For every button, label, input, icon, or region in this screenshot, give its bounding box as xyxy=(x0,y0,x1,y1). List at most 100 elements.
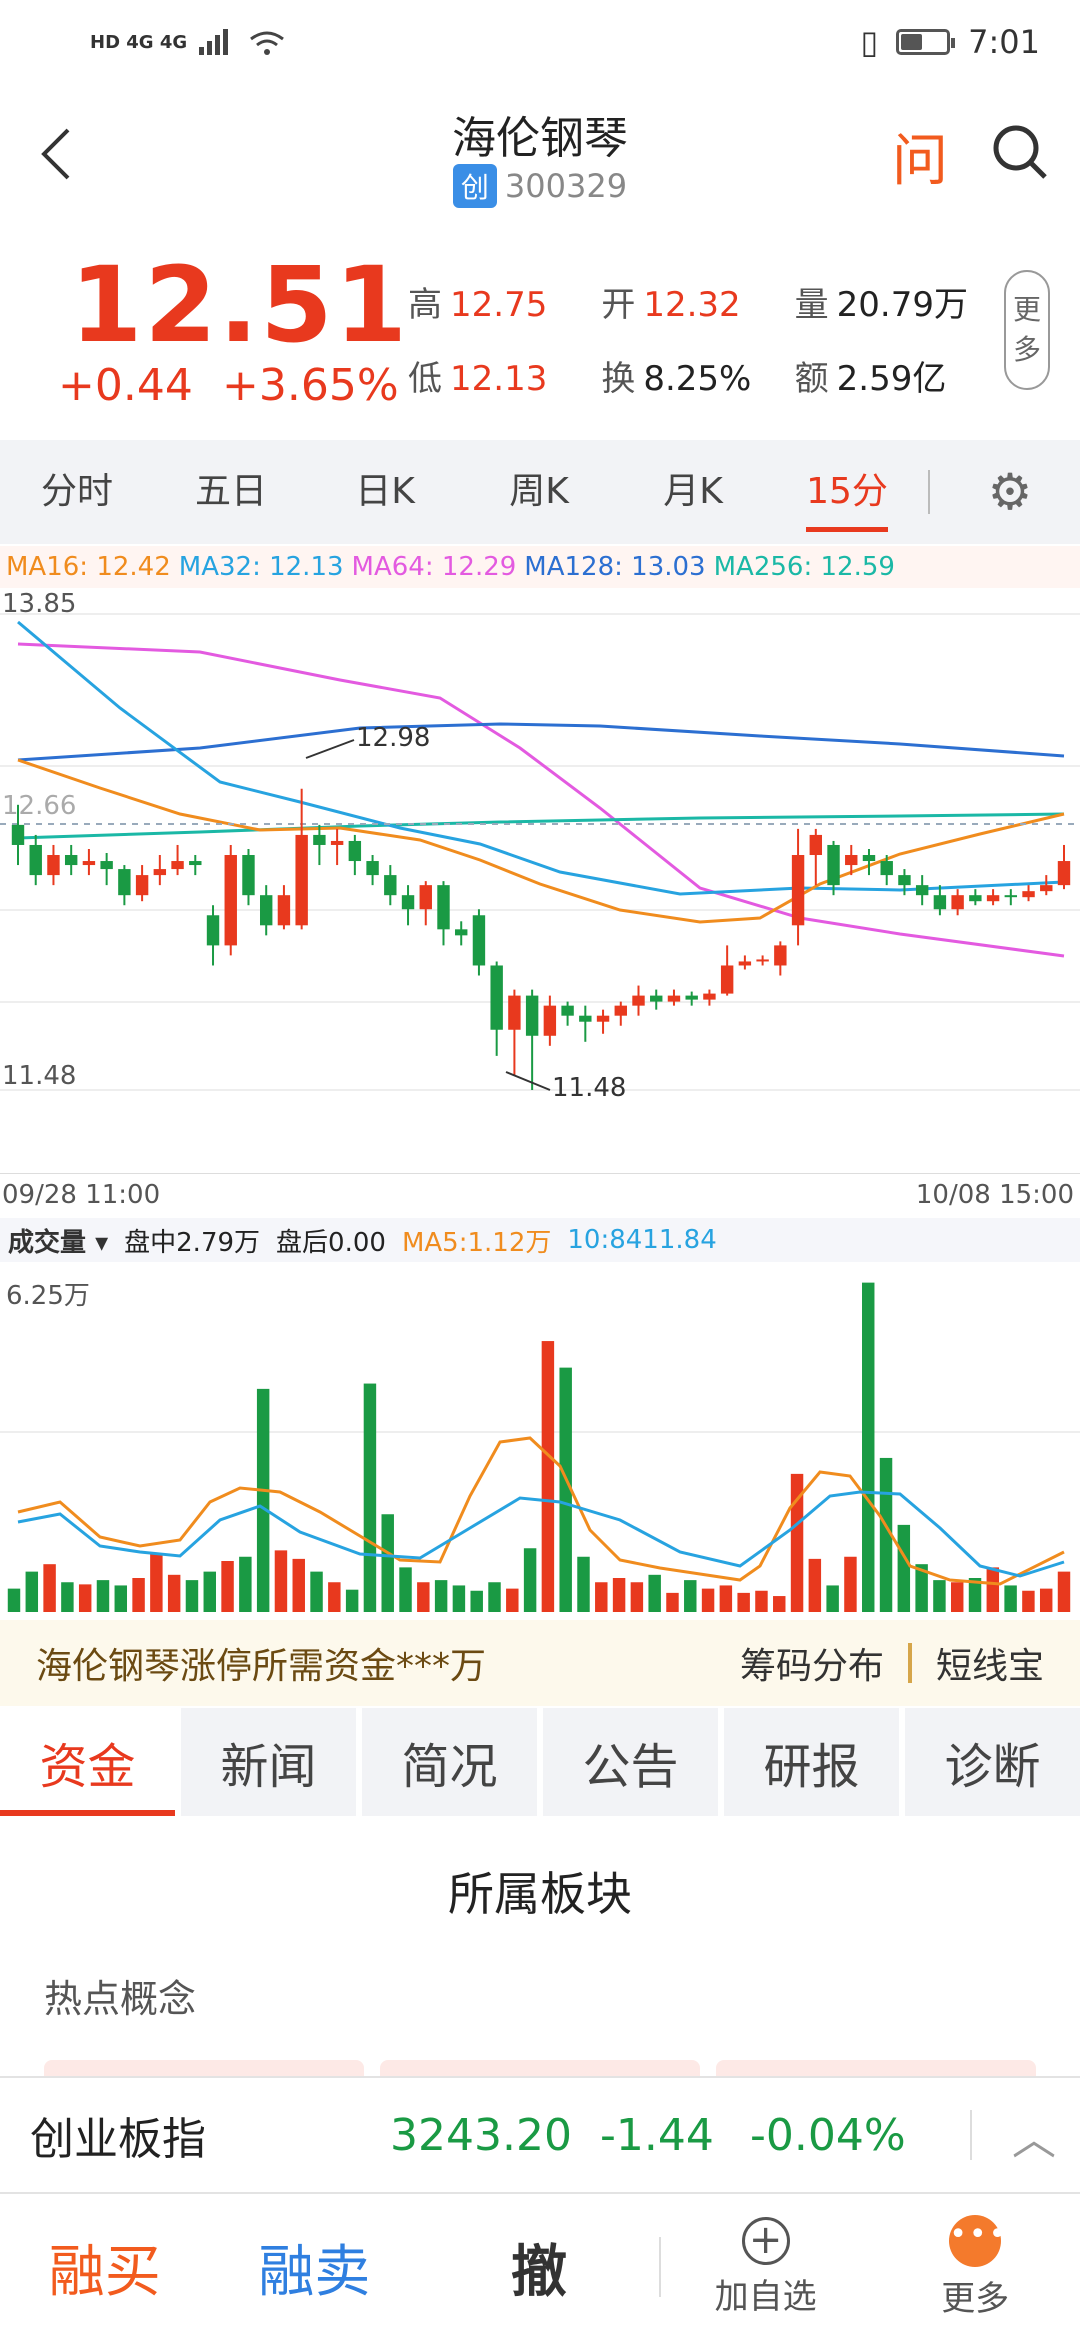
stock-code: 300329 xyxy=(504,167,628,205)
volume-bar xyxy=(773,1596,786,1612)
volume-bar xyxy=(345,1589,359,1612)
amount-cell: 额 2.59亿 xyxy=(794,358,947,399)
volume-bar xyxy=(897,1524,911,1612)
tab-intraday[interactable]: 分时 xyxy=(40,471,113,512)
volume-bar xyxy=(968,1578,982,1612)
candlestick-chart[interactable]: 13.85 12.66 11.48 12.98 11.48 xyxy=(0,588,1080,1174)
ma-legend: MA16: 12.42 MA32: 12.13 MA64: 12.29 MA12… xyxy=(0,546,1080,588)
limit-up-banner[interactable]: 海伦钢琴涨停所需资金***万 筹码分布 短线宝 xyxy=(0,1620,1080,1706)
volume-bar xyxy=(150,1553,163,1612)
volume-bar xyxy=(1039,1588,1053,1612)
tab-announcements[interactable]: 公告 xyxy=(543,1708,718,1816)
candle-body xyxy=(259,895,273,926)
info-tabs: 资金 新闻 简况 公告 研报 诊断 xyxy=(0,1708,1080,1816)
plus-circle-icon: + xyxy=(741,2216,790,2265)
volume-bar xyxy=(470,1590,483,1612)
candle-body xyxy=(862,855,876,862)
ask-button[interactable]: 问 xyxy=(892,129,948,194)
volume-bar xyxy=(221,1561,234,1612)
chart-settings-button[interactable]: ⚙ xyxy=(970,463,1050,521)
volume-bar xyxy=(915,1564,928,1612)
x-axis-end: 10/08 15:00 xyxy=(915,1180,1074,1210)
candle-body xyxy=(809,834,823,856)
volume-bar xyxy=(114,1585,128,1612)
candle-body xyxy=(64,855,78,866)
candle-body xyxy=(189,861,202,866)
candle-body xyxy=(47,855,60,876)
candle-body xyxy=(118,869,131,896)
more-dots-icon: ••• xyxy=(949,2214,1006,2267)
tab-weekly[interactable]: 周K xyxy=(509,471,569,512)
tab-profile[interactable]: 简况 xyxy=(362,1708,537,1816)
tab-diagnosis[interactable]: 诊断 xyxy=(905,1708,1080,1816)
candle-body xyxy=(738,961,752,966)
candle-body xyxy=(29,844,42,876)
tab-daily[interactable]: 日K xyxy=(355,471,415,512)
volume-indicator-select[interactable]: 成交量 ▾ xyxy=(8,1227,109,1258)
cancel-order-button[interactable]: 撤 xyxy=(511,2239,567,2305)
volume-bar xyxy=(78,1584,92,1612)
concept-card[interactable] xyxy=(380,2060,700,2076)
index-ticker[interactable]: 创业板指 3243.20 -1.44 -0.04% ︿ xyxy=(0,2076,1080,2192)
concept-cards xyxy=(44,2060,1036,2076)
margin-sell-button[interactable]: 融卖 xyxy=(258,2239,371,2305)
candle-body xyxy=(224,855,237,946)
candle-body xyxy=(384,875,397,896)
ma64-line xyxy=(17,642,1065,958)
add-watchlist-button[interactable]: + 加自选 xyxy=(714,2216,817,2317)
volume-bar xyxy=(719,1585,733,1612)
header: 海伦钢琴 创 300329 问 xyxy=(0,84,1080,214)
signal-icon xyxy=(199,29,229,55)
bottom-divider xyxy=(658,2237,661,2297)
back-button[interactable] xyxy=(36,124,76,180)
low-mark-label: 11.48 xyxy=(552,1073,626,1103)
chevron-up-icon[interactable]: ︿ xyxy=(1012,2114,1056,2165)
chip-distribution-link[interactable]: 筹码分布 xyxy=(739,1646,884,1687)
ma256-line xyxy=(17,812,1065,840)
index-change: -1.44 xyxy=(600,2109,714,2161)
candles-group xyxy=(11,788,1071,1090)
volume-bar xyxy=(630,1582,644,1612)
tab-research[interactable]: 研报 xyxy=(724,1708,899,1816)
candle-body xyxy=(100,861,113,870)
candle-body xyxy=(845,855,858,866)
price-change: +0.44 xyxy=(58,360,193,411)
volume-ma10-line xyxy=(17,1490,1065,1578)
signal-icons: HD 4G 4G xyxy=(90,27,287,57)
search-icon xyxy=(993,125,1047,179)
volume-bar xyxy=(541,1341,555,1612)
volume-ma10: 10:8411.84 xyxy=(567,1225,717,1255)
volume-bar xyxy=(7,1588,21,1612)
volume-bar xyxy=(701,1588,715,1612)
tab-funds[interactable]: 资金 xyxy=(0,1708,175,1816)
ma16-label: MA16: 12.42 xyxy=(6,552,171,582)
tab-news[interactable]: 新闻 xyxy=(181,1708,356,1816)
tab-five-day[interactable]: 五日 xyxy=(194,471,267,512)
chevron-left-icon xyxy=(41,128,70,180)
banner-divider xyxy=(907,1643,912,1683)
more-button[interactable]: ••• 更多 xyxy=(941,2214,1010,2319)
gear-icon: ⚙ xyxy=(987,463,1033,521)
volume-cell: 量 20.79万 xyxy=(794,284,968,325)
stock-name: 海伦钢琴 xyxy=(452,113,628,164)
ma-lines xyxy=(17,620,1065,958)
volume-bar xyxy=(1057,1571,1071,1612)
short-line-link[interactable]: 短线宝 xyxy=(935,1646,1044,1687)
concept-card[interactable] xyxy=(44,2060,364,2076)
candle-body xyxy=(596,1015,610,1022)
volume-bar xyxy=(434,1580,448,1612)
battery-icon xyxy=(896,29,956,55)
volume-bar xyxy=(185,1580,199,1612)
search-button[interactable] xyxy=(990,122,1050,182)
candle-body xyxy=(171,861,184,870)
tab-15min[interactable]: 15分 xyxy=(770,440,924,544)
concept-card[interactable] xyxy=(716,2060,1036,2076)
volume-bar xyxy=(61,1582,74,1612)
volume-chart[interactable]: 6.25万 xyxy=(0,1262,1080,1616)
candle-body xyxy=(242,855,255,896)
limit-up-text: 海伦钢琴涨停所需资金***万 xyxy=(36,1646,487,1687)
more-quote-button[interactable]: 更 多 xyxy=(1004,270,1050,390)
candle-body xyxy=(969,895,982,902)
tab-monthly[interactable]: 月K xyxy=(663,471,723,512)
margin-buy-button[interactable]: 融买 xyxy=(48,2239,161,2305)
